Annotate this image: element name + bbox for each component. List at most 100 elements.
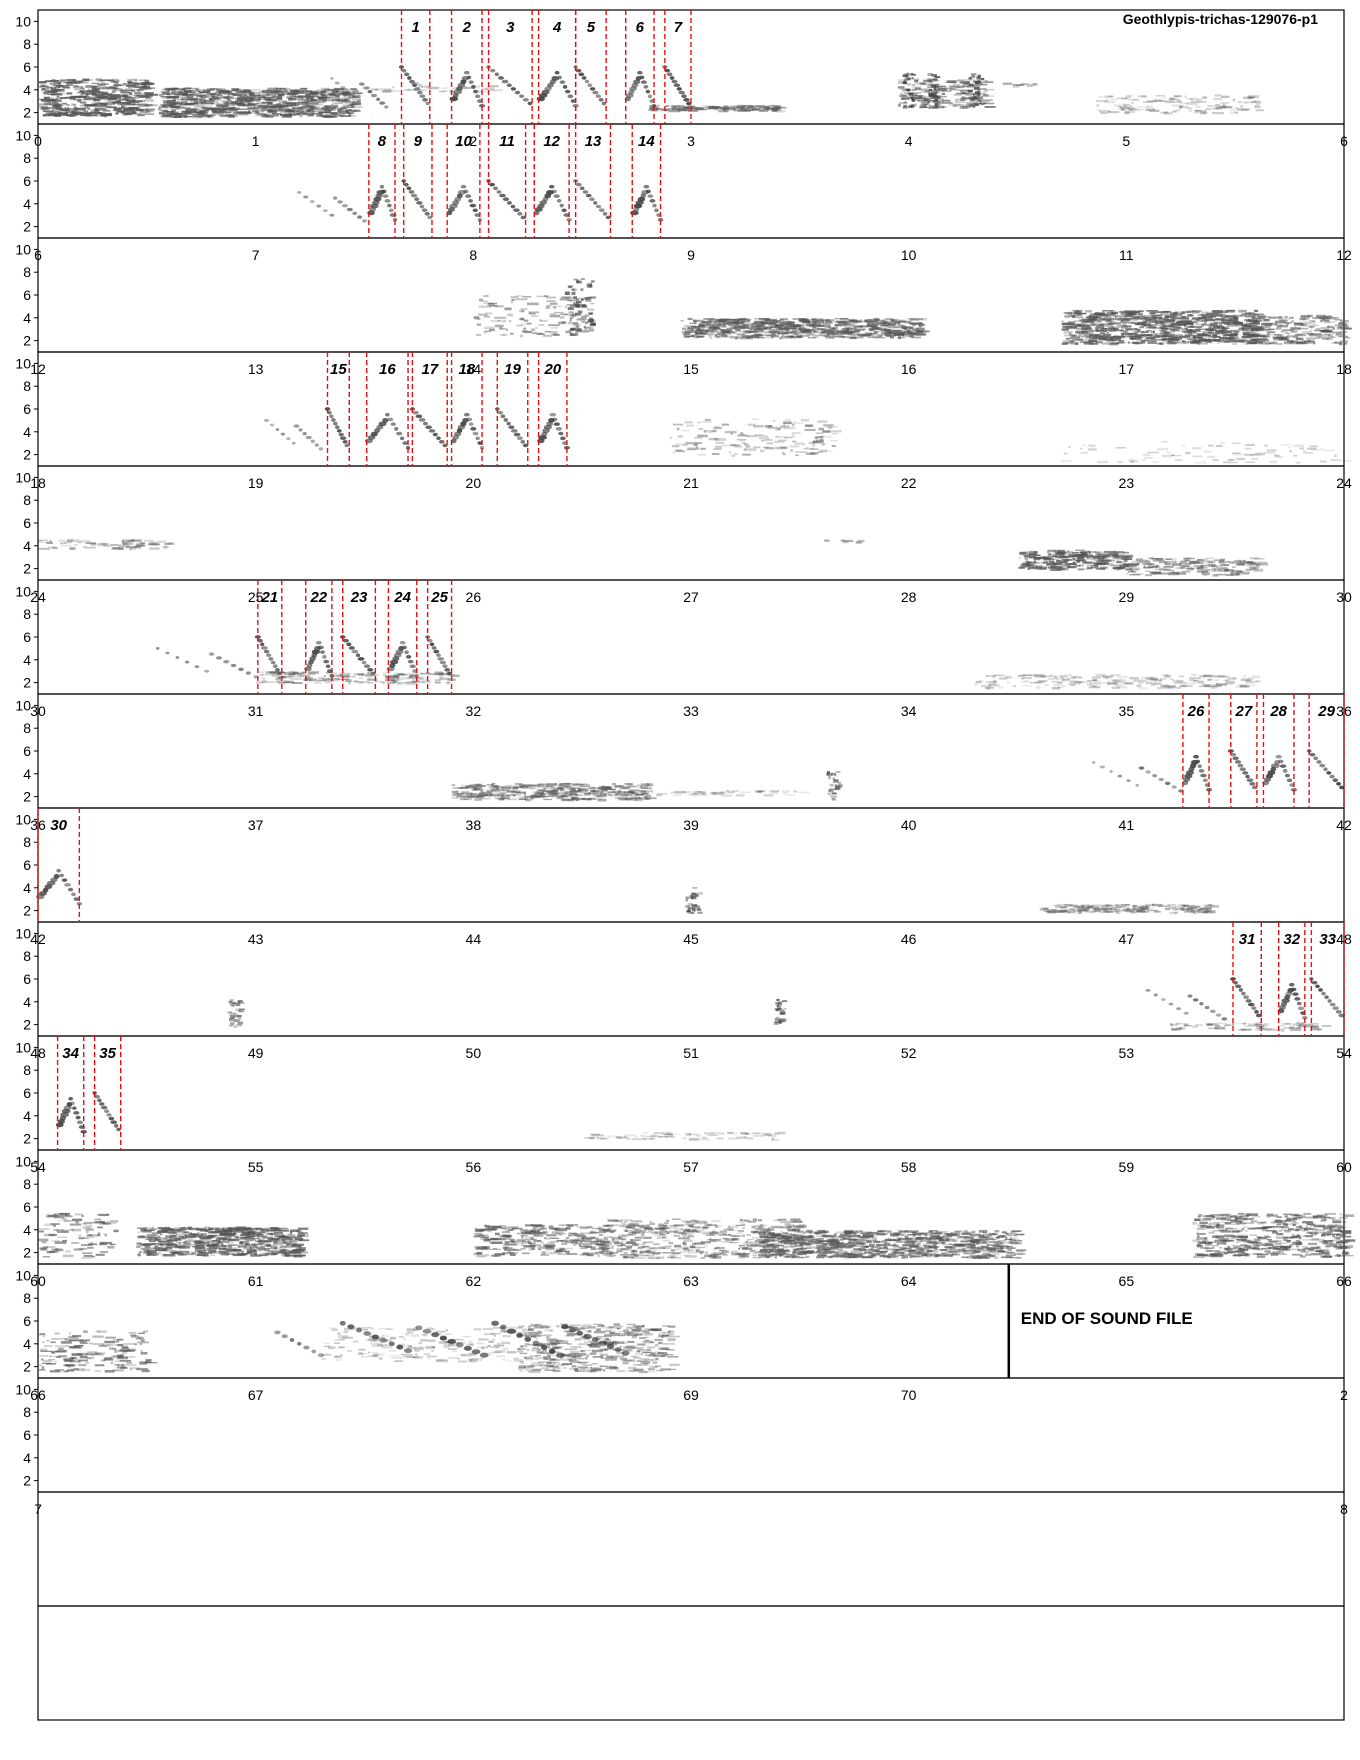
noise-band — [771, 109, 779, 111]
noise-band — [1251, 328, 1260, 332]
spectrogram-trace — [1323, 767, 1328, 772]
spectrogram-trace — [469, 203, 477, 208]
noise-band — [1081, 318, 1093, 321]
noise-band — [483, 331, 488, 334]
spectrogram-trace — [355, 653, 361, 658]
noise-band — [474, 85, 481, 88]
noise-band — [560, 313, 568, 316]
noise-band — [1129, 108, 1137, 111]
noise-band — [1159, 342, 1167, 344]
spectrogram-trace — [64, 883, 71, 887]
noise-band — [1171, 323, 1181, 326]
noise-band — [242, 104, 253, 107]
noise-band — [721, 334, 728, 338]
noise-band — [47, 90, 58, 94]
noise-band — [407, 88, 411, 91]
spectrogram-trace — [654, 208, 659, 213]
spectrogram-trace — [253, 675, 258, 679]
noise-band — [166, 88, 175, 91]
noise-band — [1102, 342, 1109, 345]
noise-band — [122, 93, 133, 96]
noise-band — [306, 109, 311, 113]
noise-band — [1100, 336, 1109, 338]
noise-band — [957, 79, 965, 82]
noise-band — [1243, 96, 1253, 100]
noise-band — [1255, 313, 1264, 316]
noise-band — [94, 97, 104, 100]
noise-band — [684, 421, 693, 424]
spectrogram-trace — [73, 897, 80, 901]
noise-band — [57, 539, 66, 542]
noise-band — [328, 108, 334, 111]
noise-band — [113, 107, 122, 111]
spectrogram-trace — [1311, 980, 1318, 985]
spectrogram-trace — [1243, 995, 1250, 1000]
noise-band — [1183, 341, 1190, 344]
spectrogram-trace — [382, 194, 389, 198]
noise-band — [53, 107, 59, 110]
noise-band — [695, 333, 699, 335]
noise-band — [63, 542, 67, 544]
noise-band — [1229, 315, 1240, 319]
noise-band — [787, 422, 792, 425]
noise-band — [758, 317, 770, 321]
noise-band — [911, 94, 924, 97]
noise-band — [177, 103, 181, 106]
noise-band — [1234, 323, 1238, 326]
noise-band — [69, 114, 75, 117]
noise-band — [1302, 450, 1307, 452]
noise-band — [1153, 335, 1160, 338]
noise-band — [344, 99, 349, 101]
noise-band — [209, 88, 218, 90]
noise-band — [502, 334, 506, 336]
noise-band — [56, 88, 60, 92]
noise-band — [203, 106, 208, 109]
noise-band — [854, 329, 861, 332]
noise-band — [1288, 316, 1295, 319]
noise-band — [161, 94, 164, 96]
noise-band — [1296, 341, 1307, 345]
noise-band — [1220, 441, 1226, 444]
spectrogram-trace — [387, 417, 394, 422]
noise-band — [1128, 459, 1136, 461]
noise-band — [1143, 316, 1155, 320]
noise-band — [1213, 568, 1216, 570]
noise-band — [1176, 340, 1182, 344]
noise-band — [114, 107, 121, 109]
noise-band — [1264, 444, 1268, 447]
noise-band — [728, 324, 739, 327]
noise-band — [684, 109, 689, 112]
noise-band — [58, 82, 62, 84]
noise-band — [1205, 340, 1213, 344]
noise-band — [538, 319, 543, 322]
noise-band — [685, 329, 691, 331]
noise-band — [901, 96, 909, 99]
spectrogram-trace — [465, 194, 472, 198]
noise-band — [51, 92, 60, 95]
noise-band — [1067, 324, 1072, 328]
noise-band — [1169, 317, 1181, 319]
spectrogram-trace — [1187, 994, 1193, 998]
noise-band — [123, 82, 127, 85]
noise-band — [1213, 97, 1223, 101]
noise-band — [339, 99, 343, 102]
spectrogram-trace — [506, 83, 512, 88]
noise-band — [1309, 445, 1318, 448]
spectrogram-trace — [503, 418, 508, 422]
noise-band — [91, 102, 103, 104]
noise-band — [770, 335, 779, 338]
noise-band — [206, 92, 210, 95]
noise-band — [121, 111, 125, 114]
noise-band — [1130, 321, 1136, 324]
noise-band — [768, 333, 771, 337]
spectrogram-trace — [110, 1120, 118, 1125]
noise-band — [1324, 329, 1333, 332]
noise-band — [885, 326, 898, 328]
noise-band — [873, 331, 879, 334]
noise-band — [577, 317, 587, 320]
noise-band — [1061, 328, 1069, 331]
spectrogram-trace — [342, 638, 350, 643]
noise-band — [731, 321, 741, 324]
noise-band — [1116, 560, 1128, 564]
noise-band — [170, 104, 181, 107]
